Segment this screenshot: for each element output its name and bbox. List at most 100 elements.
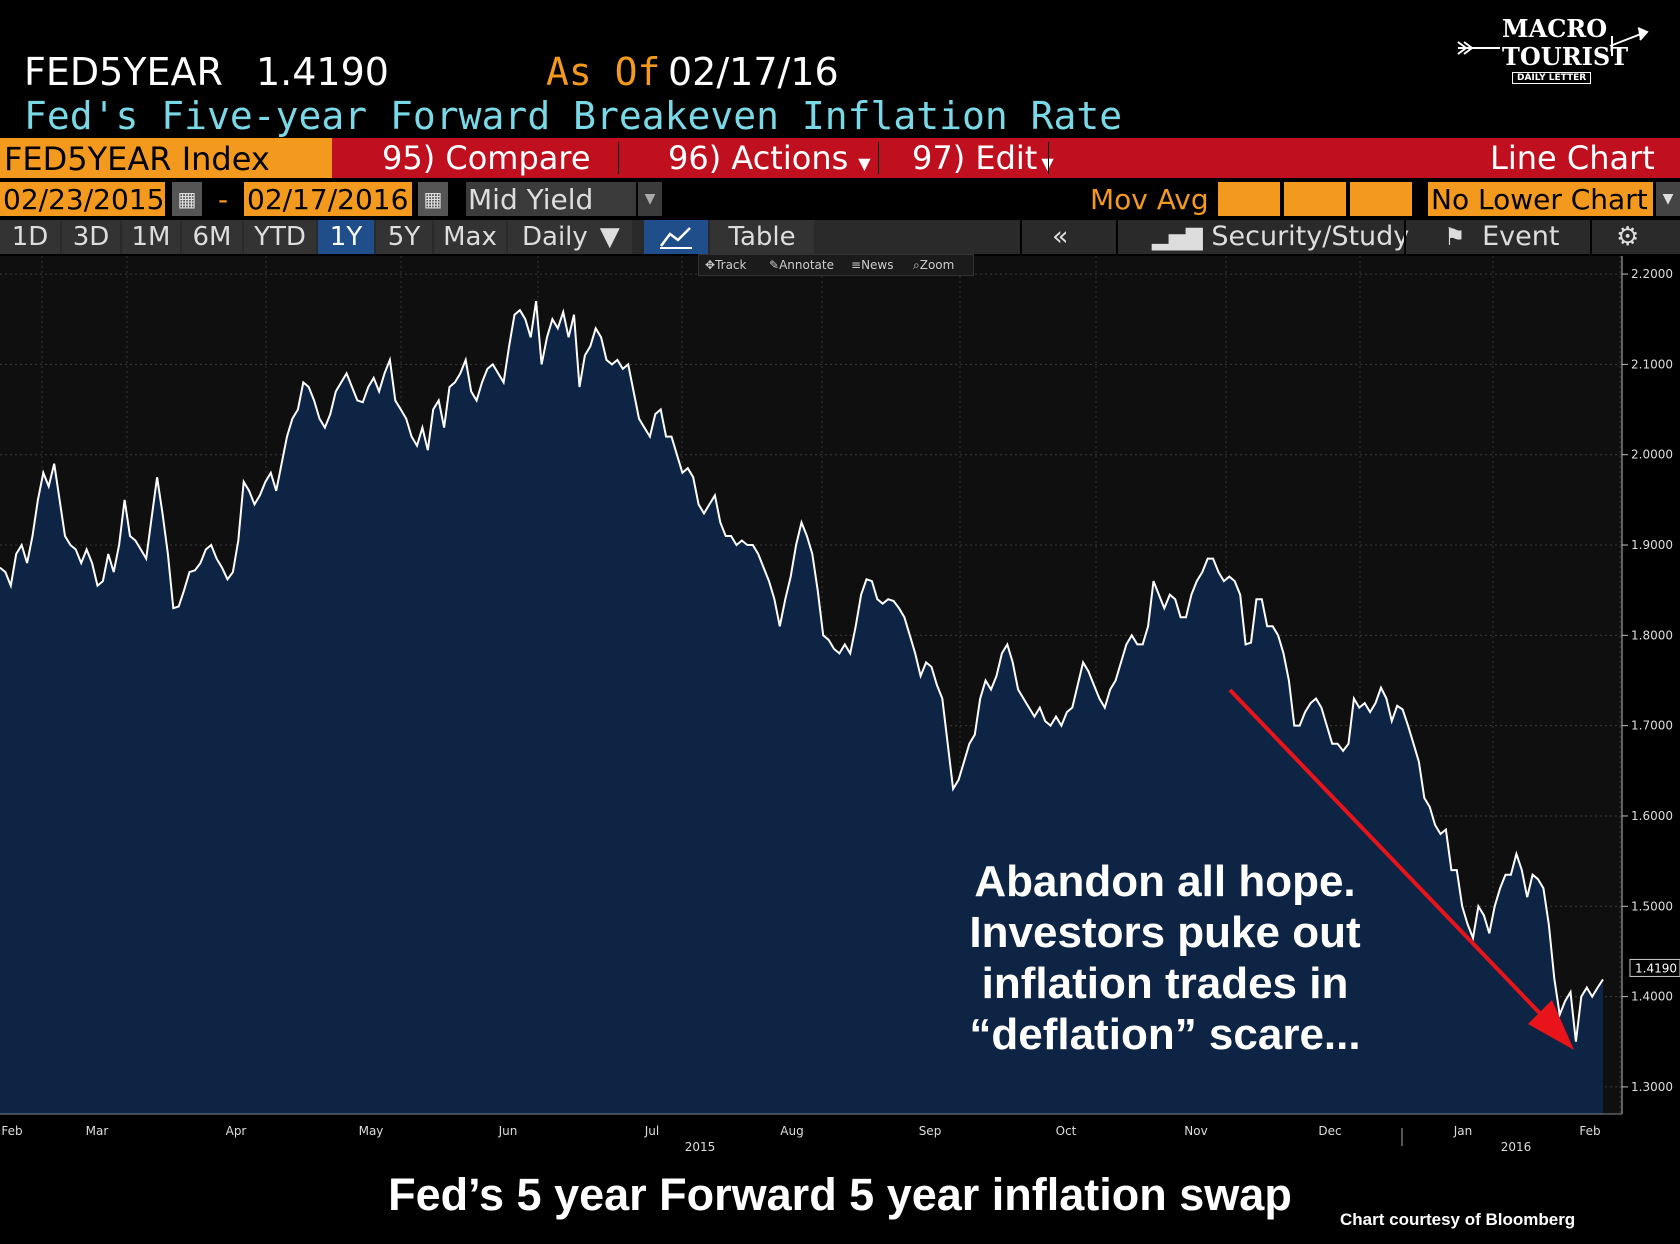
year-label: 2016 [1501,1140,1532,1154]
lower-chart-select[interactable]: No Lower Chart [1428,182,1653,216]
x-tick-label: Nov [1184,1124,1207,1138]
separator [878,142,879,174]
chart-credit: Chart courtesy of Bloomberg [1340,1210,1576,1229]
last-value-label: 1.4190 [1635,961,1677,975]
actions-label: 96) Actions [668,139,849,177]
x-tick-label: Jun [498,1124,518,1138]
line-chart-icon[interactable] [644,220,708,254]
annotate-button[interactable]: ✎ Annotate [769,255,834,275]
edit-label: 97) Edit [912,139,1038,177]
area-fill [0,301,1603,1114]
range-button-6m[interactable]: 6M [182,220,242,254]
security-field[interactable]: FED5YEAR Index [0,138,332,178]
logo-line-2: TOURIST [1502,42,1629,71]
chart-annotation: Abandon all hope. Investors puke out inf… [969,857,1361,1059]
arrow-head [1528,1000,1574,1050]
calendar-icon[interactable]: ▦ [418,182,448,216]
zoom-button[interactable]: ⌕ Zoom [913,255,954,275]
start-date-field[interactable]: 02/23/2015 [0,182,165,216]
mov-avg-input-3[interactable] [1350,182,1412,216]
table-button[interactable]: Table [710,220,814,254]
calendar-icon[interactable]: ▦ [172,182,202,216]
y-tick-label: 1.4000 [1631,990,1673,1004]
security-study-button[interactable]: ▂▅▇ Security/Study [1152,220,1409,254]
x-tick-label: May [359,1124,384,1138]
frequency-select[interactable]: Daily ▼ [508,220,632,254]
x-tick-label: Apr [226,1124,247,1138]
chevron-down-icon: ▼ [858,154,871,173]
mov-avg-input-1[interactable] [1218,182,1280,216]
separator [1590,220,1592,254]
news-label: News [861,258,894,272]
macro-tourist-logo: MACRO TOURIST DAILY LETTER [1450,10,1650,90]
track-button[interactable]: ✥ Track [705,255,746,275]
y-tick-label: 1.8000 [1631,628,1673,642]
y-tick-label: 1.7000 [1631,719,1673,733]
range-button-1m[interactable]: 1M [122,220,180,254]
edit-button[interactable]: 97) Edit▼ [912,138,1054,178]
mov-avg-label: Mov Avg [1090,183,1209,216]
x-tick-label: Feb [1,1124,22,1138]
y-tick-label: 1.9000 [1631,538,1673,552]
separator [1048,142,1049,174]
frequency-label: Daily [522,222,588,252]
range-button-max[interactable]: Max [434,220,506,254]
security-study-label: Security/Study [1211,221,1410,252]
y-tick-label: 2.2000 [1631,267,1673,281]
chevron-down-icon[interactable]: ▼ [638,182,662,216]
range-button-1d[interactable]: 1D [0,220,60,254]
chart-type-button[interactable]: Line Chart [1490,139,1655,177]
y-tick-label: 2.1000 [1631,357,1673,371]
collapse-left-icon[interactable]: « [1052,221,1069,252]
study-chart-icon: ▂▅▇ [1152,226,1203,251]
mov-avg-input-2[interactable] [1284,182,1346,216]
chevron-down-icon: ▼ [1041,154,1053,173]
x-tick-label: Sep [919,1124,942,1138]
y-tick-label: 1.3000 [1631,1080,1673,1094]
gear-icon[interactable]: ⚙ [1616,222,1640,252]
command-bar: FED5YEAR Index 95) Compare 96) Actions ▼ … [0,138,1680,178]
x-tick-label: Mar [86,1124,109,1138]
range-button-ytd[interactable]: YTD [244,220,316,254]
as-of-label: As Of [546,50,661,94]
x-tick-label: Dec [1318,1124,1341,1138]
year-label: 2015 [685,1140,716,1154]
compare-button[interactable]: 95) Compare [382,139,591,177]
as-of-date: 02/17/16 [668,50,839,94]
y-axis-ticks: 2.2000 2.1000 2.0000 1.9000 1.8000 1.7000 1.60… [1621,256,1680,1114]
event-label: Event [1482,221,1560,252]
x-tick-label: Jul [644,1124,659,1138]
price-chart[interactable]: 2.2000 2.1000 2.0000 1.9000 1.8000 1.7000 1.60… [0,256,1680,1156]
date-bar: 02/23/2015 ▦ - 02/17/2016 ▦ Mid Yield ▼ … [0,182,1680,218]
flag-icon: ⚑ [1444,223,1466,251]
zoom-label: Zoom [919,258,955,272]
range-button-3d[interactable]: 3D [62,220,120,254]
chevron-down-icon: ▼ [599,222,620,252]
y-tick-label: 1.6000 [1631,809,1673,823]
event-button[interactable]: ⚑ Event [1444,220,1559,254]
x-axis-labels: Feb Mar Apr May Jun Jul Aug Sep Oct Nov Dec Jan Feb 2… [0,1113,1622,1154]
last-value-tag [1629,958,1680,977]
end-date-field[interactable]: 02/17/2016 [244,182,412,216]
last-price: 1.4190 [256,50,389,94]
range-bar: 1D 3D 1M 6M YTD 1Y 5Y Max Daily ▼ Table «… [0,220,1680,254]
field-select[interactable]: Mid Yield [466,182,636,216]
price-line [0,301,1604,1042]
range-button-1y[interactable]: 1Y [318,220,374,254]
range-button-5y[interactable]: 5Y [376,220,432,254]
security-description: Fed's Five-year Forward Breakeven Inflat… [24,94,1123,138]
date-dash: - [218,183,229,216]
chevron-down-icon[interactable]: ▼ [1656,182,1680,216]
figure-caption: Fed’s 5 year Forward 5 year inflation sw… [388,1169,1292,1220]
news-button[interactable]: ≡ News [851,255,894,275]
separator [1116,220,1118,254]
arrow-shaft [1228,688,1556,1030]
separator [1020,220,1022,254]
separator [1404,220,1406,254]
logo-line-3: DAILY LETTER [1512,72,1592,84]
chart-tool-strip: ✥ Track ✎ Annotate ≡ News ⌕ Zoom [698,254,974,276]
x-tick-label: Aug [780,1124,803,1138]
actions-button[interactable]: 96) Actions ▼ [668,138,871,178]
separator [618,142,619,174]
trend-arrow [1228,688,1574,1050]
